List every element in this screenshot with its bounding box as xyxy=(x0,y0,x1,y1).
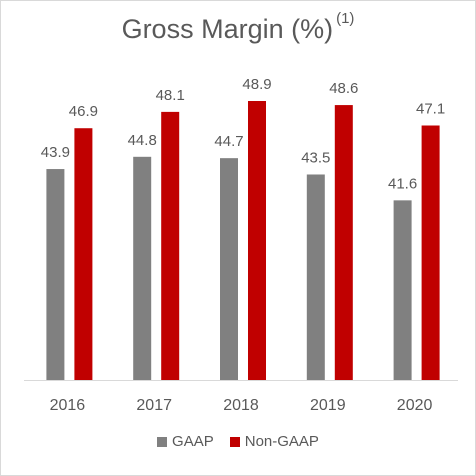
bar-gaap-2017 xyxy=(133,156,152,380)
data-label-gaap-2017: 44.8 xyxy=(128,132,157,149)
data-label-non-gaap-2016: 46.9 xyxy=(69,103,98,120)
data-label-gaap-2020: 41.6 xyxy=(388,175,417,192)
data-label-gaap-2016: 43.9 xyxy=(41,144,70,161)
legend-item-non-gaap: Non-GAAP xyxy=(229,433,319,450)
data-label-gaap-2018: 44.7 xyxy=(214,133,243,150)
bar-non-gaap-2017 xyxy=(161,111,180,380)
legend-swatch-non-gaap xyxy=(229,436,240,447)
chart-title-footnote: (1) xyxy=(336,10,355,27)
data-label-non-gaap-2017: 48.1 xyxy=(156,87,185,104)
x-tick-label-2017: 2017 xyxy=(136,397,172,414)
x-tick-label-2018: 2018 xyxy=(223,397,259,414)
bar-non-gaap-2016 xyxy=(74,128,93,380)
legend-swatch-gaap xyxy=(157,436,168,447)
x-tick-label-2020: 2020 xyxy=(397,397,433,414)
chart-title: Gross Margin (%) (1) xyxy=(0,10,476,45)
data-label-non-gaap-2019: 48.6 xyxy=(329,80,358,97)
bar-gaap-2016 xyxy=(46,169,65,380)
bar-gaap-2019 xyxy=(306,174,325,380)
legend-item-gaap: GAAP xyxy=(157,433,214,450)
data-label-gaap-2019: 43.5 xyxy=(301,149,330,166)
bar-gaap-2018 xyxy=(220,158,238,380)
data-label-non-gaap-2020: 47.1 xyxy=(416,100,445,117)
bar-gaap-2020 xyxy=(393,200,412,380)
bar-non-gaap-2020 xyxy=(421,125,440,380)
chart-legend: GAAP Non-GAAP xyxy=(0,433,476,450)
x-tick-label-2016: 2016 xyxy=(50,397,86,414)
x-tick-label-2019: 2019 xyxy=(310,397,346,414)
data-label-non-gaap-2018: 48.9 xyxy=(242,76,271,93)
bar-non-gaap-2019 xyxy=(334,105,353,381)
bar-non-gaap-2018 xyxy=(248,101,266,380)
legend-label-gaap: GAAP xyxy=(172,433,214,450)
chart-title-text: Gross Margin (%) xyxy=(121,14,334,44)
legend-label-non-gaap: Non-GAAP xyxy=(244,433,319,450)
